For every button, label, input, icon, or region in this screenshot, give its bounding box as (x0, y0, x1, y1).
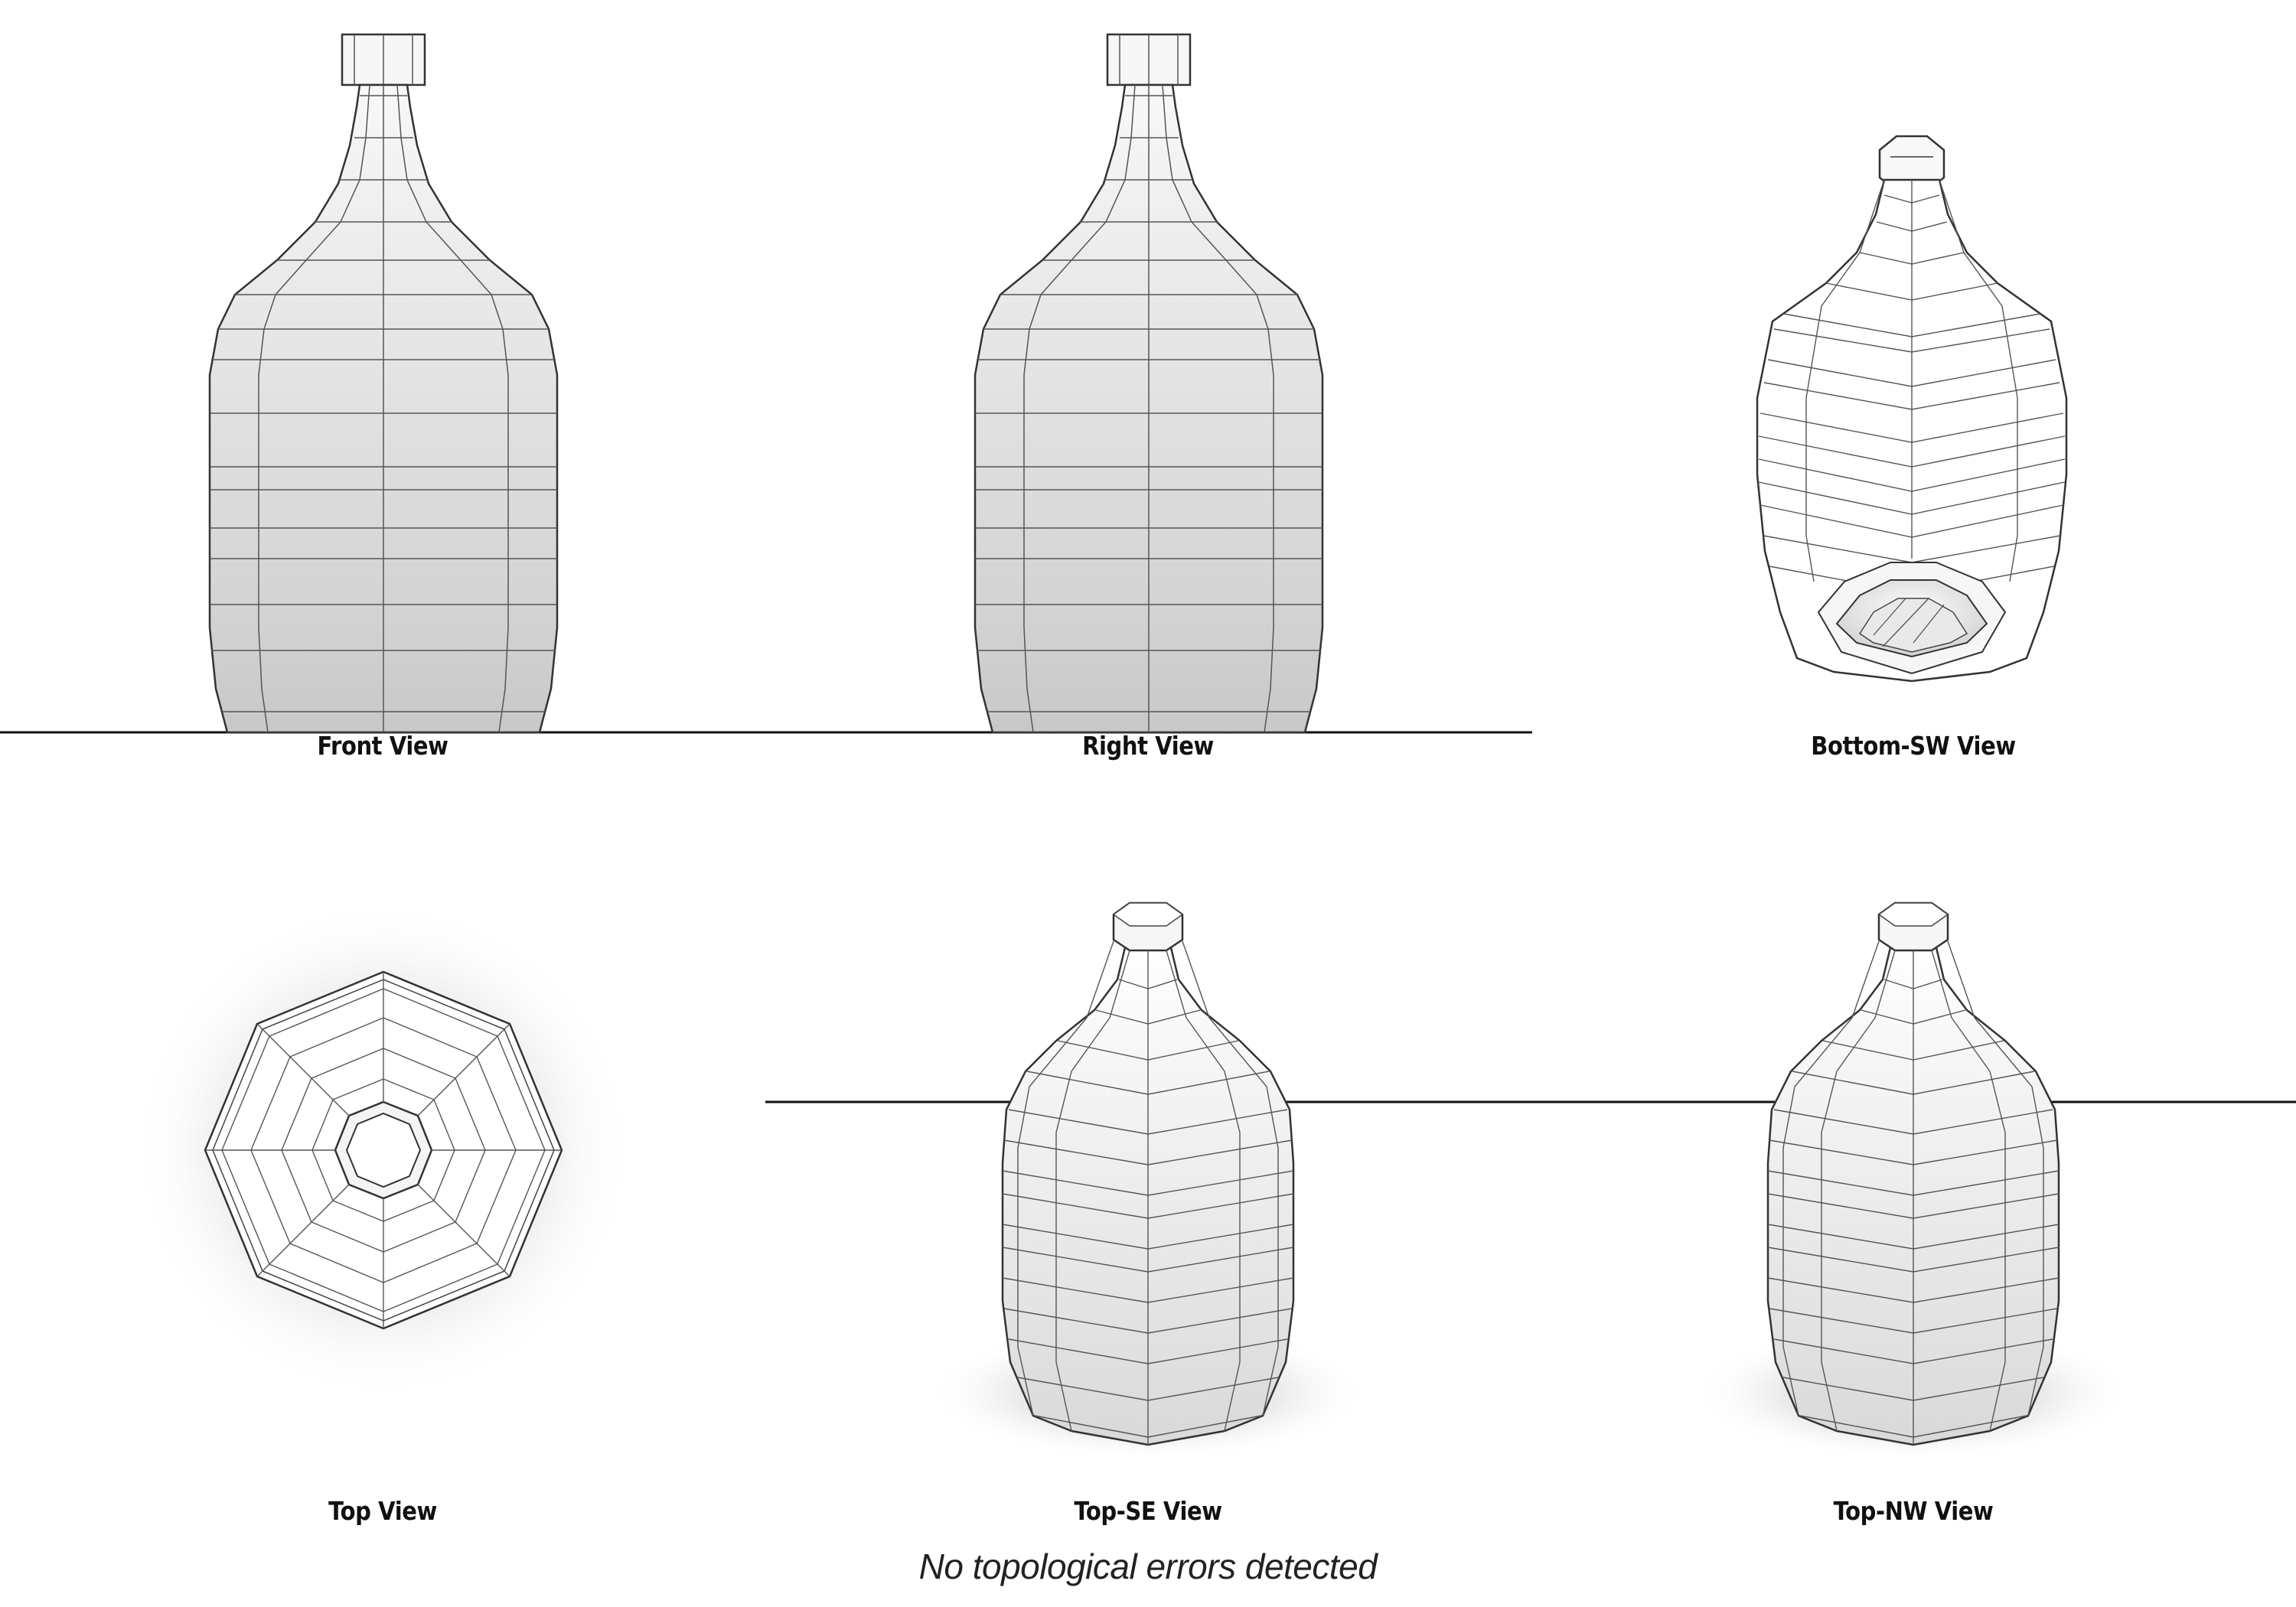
right-view-bottle (974, 33, 1324, 734)
top-nw-view-label: Top-NW View (1833, 1496, 1994, 1526)
top-view-bottle (131, 898, 636, 1403)
bottom-sw-view-bottle (1756, 135, 2068, 683)
right-view-label: Right View (1082, 731, 1214, 761)
top-nw-view-bottle (1691, 901, 2135, 1462)
front-view-bottle (208, 33, 559, 734)
front-view-label: Front View (317, 731, 448, 761)
top-view-label: Top View (328, 1496, 437, 1526)
top-se-view-bottle (926, 901, 1370, 1462)
top-se-view-label: Top-SE View (1074, 1496, 1222, 1526)
topology-status-message: No topological errors detected (918, 1547, 1378, 1586)
bottom-sw-view-label: Bottom-SW View (1811, 731, 2016, 761)
